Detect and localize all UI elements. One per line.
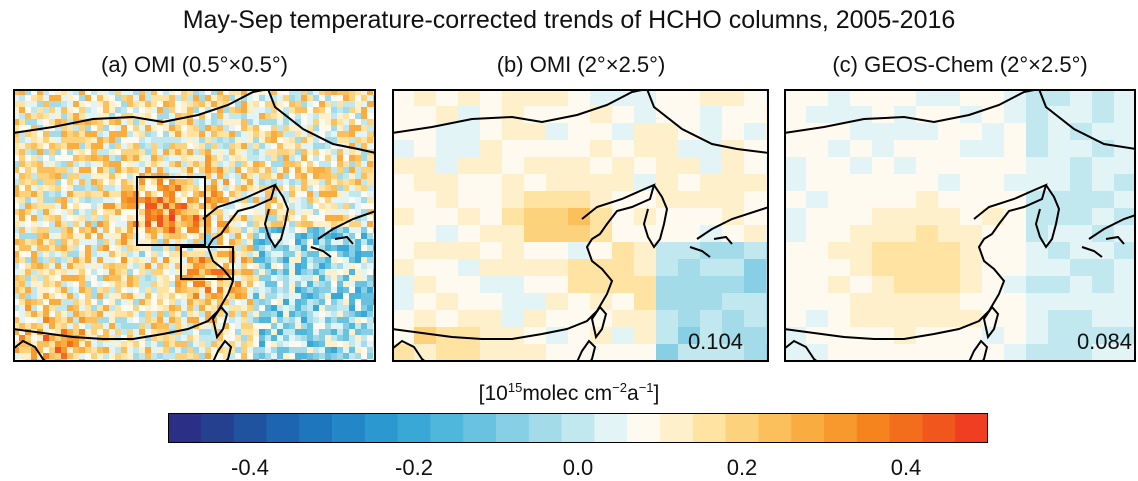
coastline-japan: [1081, 214, 1136, 258]
colorbar-swatch: [528, 413, 563, 443]
panel-c-title: (c) GEOS-Chem (2°×2.5°): [832, 52, 1088, 77]
coastline-japan: [689, 206, 769, 258]
coastline-taiwan: [590, 305, 608, 340]
colorbar-tick-label: -0.4: [231, 455, 269, 480]
colorbar-swatch: [856, 413, 891, 443]
map-panel-a: [13, 89, 376, 362]
coastline-korea: [642, 184, 669, 249]
coastline-korea: [263, 184, 290, 249]
colorbar-swatch: [561, 413, 595, 443]
colorbar-swatch: [725, 413, 759, 443]
region-box-north-china: [136, 176, 206, 246]
colorbar-swatch: [955, 413, 989, 443]
map-a-svg: [13, 89, 376, 362]
colorbar-swatch: [332, 413, 366, 443]
colorbar-tick-label: -0.2: [395, 455, 433, 480]
colorbar-swatch: [266, 413, 300, 443]
colorbar-tick-label: 0.2: [726, 455, 758, 480]
colorbar-swatch: [364, 413, 399, 443]
panel-a-title: (a) OMI (0.5°×0.5°): [101, 52, 288, 77]
map-panel-b: 0.104: [392, 89, 769, 362]
colorbar-swatch: [758, 413, 792, 443]
units-mid: molec cm: [522, 382, 613, 405]
colorbar-svg: [168, 413, 989, 443]
units-exp1: 15: [507, 380, 523, 395]
units-exp2: −2: [612, 380, 627, 395]
trend-grid-b: [392, 89, 769, 362]
map-panel-c: 0.084: [784, 89, 1136, 362]
colorbar-swatch: [922, 413, 956, 443]
trend-grid-a: [13, 89, 376, 362]
coastline-border: [392, 89, 769, 154]
coastline-border: [13, 89, 269, 134]
colorbar-swatch: [168, 413, 202, 443]
region-box-yangtze-delta: [180, 246, 234, 280]
colorbar-tick-label: 0.0: [562, 455, 594, 480]
colorbar-swatch: [791, 413, 825, 443]
colorbar-swatch: [200, 413, 235, 443]
units-exp3: −1: [638, 380, 654, 395]
colorbar-swatch: [430, 413, 464, 443]
colorbar-swatch: [692, 413, 727, 443]
panel-c-value: 0.084: [1076, 329, 1132, 354]
colorbar-swatch: [463, 413, 497, 443]
colorbar-swatch: [594, 413, 628, 443]
units-a: a: [627, 382, 639, 405]
colorbar-units: [1015molec cm−2a−1]: [478, 380, 660, 405]
map-c-svg: [784, 89, 1136, 362]
colorbar-swatch: [824, 413, 858, 443]
colorbar-swatch: [889, 413, 923, 443]
colorbar-swatch: [397, 413, 431, 443]
figure-title: May-Sep temperature-corrected trends of …: [182, 6, 956, 34]
coastline-luzon: [576, 339, 597, 362]
colorbar-swatch: [233, 413, 267, 443]
coastline-taiwan: [982, 305, 1000, 340]
coastline-luzon: [968, 339, 989, 362]
colorbar-swatch: [299, 413, 333, 443]
coastline-taiwan: [211, 305, 229, 340]
trend-grid-c: [784, 89, 1136, 362]
colorbar-tick-labels: -0.4 -0.2 0.0 0.2 0.4: [0, 443, 1138, 480]
colorbar-swatch: [496, 413, 530, 443]
coastline-luzon: [212, 339, 233, 362]
coastline-border: [267, 89, 376, 154]
colorbar-swatch: [627, 413, 661, 443]
panel-b-title: (b) OMI (2°×2.5°): [496, 52, 666, 77]
coastline-japan: [310, 210, 376, 258]
coastline-korea: [1034, 184, 1061, 249]
colorbar: [168, 413, 989, 443]
panel-b-value: 0.104: [687, 329, 743, 354]
colorbar-swatch: [660, 413, 694, 443]
colorbar-tick-label: 0.4: [890, 455, 922, 480]
coastline-border: [784, 89, 1136, 150]
map-b-svg: [392, 89, 769, 362]
units-base: 10: [484, 382, 508, 405]
